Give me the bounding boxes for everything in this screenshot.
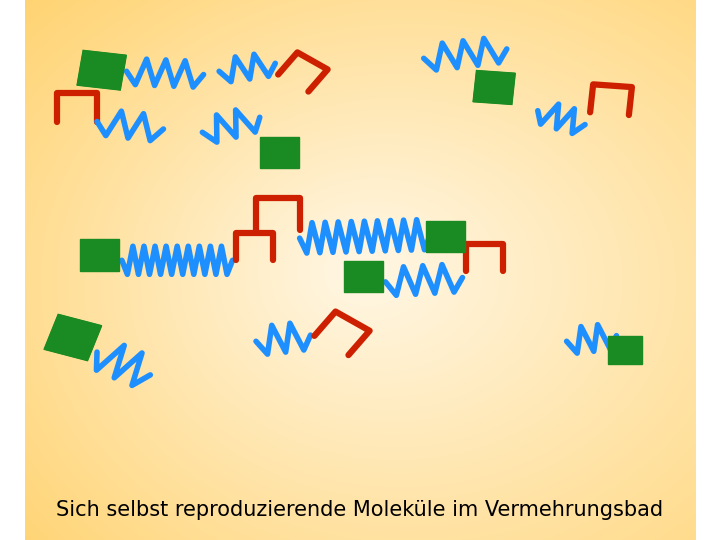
- Polygon shape: [77, 50, 126, 90]
- Polygon shape: [344, 261, 383, 292]
- Text: Sich selbst reproduzierende Moleküle im Vermehrungsbad: Sich selbst reproduzierende Moleküle im …: [56, 500, 664, 521]
- Polygon shape: [44, 314, 102, 361]
- Polygon shape: [260, 137, 299, 168]
- Polygon shape: [80, 239, 119, 271]
- Polygon shape: [426, 221, 465, 252]
- Polygon shape: [608, 336, 642, 364]
- Polygon shape: [473, 71, 516, 104]
